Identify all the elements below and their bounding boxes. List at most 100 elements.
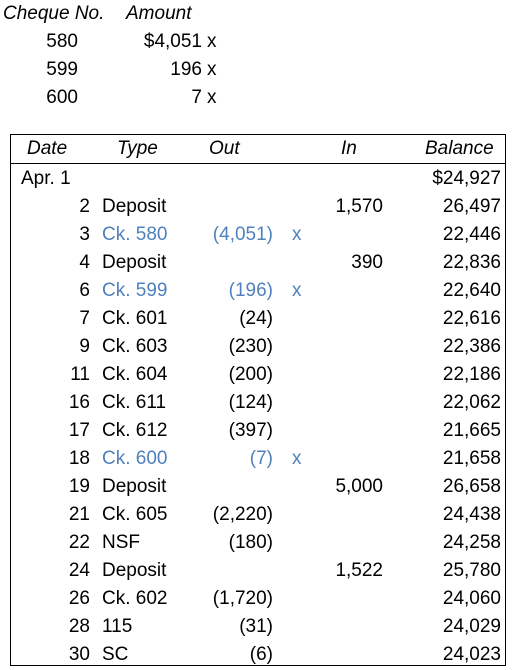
row-balance: 24,438 [442, 504, 501, 525]
row-balance: 22,616 [442, 308, 501, 329]
row-type: Ck. 599 [102, 280, 168, 301]
row-out: (196) [228, 280, 273, 301]
row-balance: 21,658 [442, 448, 501, 469]
row-balance: 25,780 [442, 560, 501, 581]
row-type: Ck. 600 [102, 448, 168, 469]
row-balance: 24,023 [442, 644, 501, 665]
tick-mark: x [207, 59, 217, 80]
table-row: 21 Ck. 605 (2,220) 24,438 [11, 501, 507, 529]
row-in: 1,522 [335, 560, 383, 581]
row-date: 28 [68, 616, 90, 637]
row-date: 17 [68, 420, 90, 441]
table-row: 24 Deposit 1,522 25,780 [11, 557, 507, 585]
table-row: 17 Ck. 612 (397) 21,665 [11, 417, 507, 445]
cheque-list-header: Cheque No. Amount [0, 0, 260, 28]
row-date: 21 [68, 504, 90, 525]
row-balance: 26,497 [442, 196, 501, 217]
row-type: Ck. 601 [102, 308, 168, 329]
cheque-row: 580 $4,051 x [0, 28, 260, 56]
row-date: 3 [79, 224, 90, 245]
row-type: Ck. 604 [102, 364, 168, 385]
row-type: Ck. 612 [102, 420, 168, 441]
row-out: (1,720) [212, 588, 273, 609]
row-date: 24 [68, 560, 90, 581]
row-date: 9 [79, 336, 90, 357]
row-in: 390 [351, 252, 383, 273]
table-row: 11 Ck. 604 (200) 22,186 [11, 361, 507, 389]
cheque-row: 600 7 x [0, 84, 260, 112]
row-date: 30 [68, 644, 90, 665]
table-row: Apr. 1 $24,927 [11, 165, 507, 193]
tick-mark: x [292, 448, 302, 469]
row-date: 22 [68, 532, 90, 553]
row-date: 4 [79, 252, 90, 273]
row-balance: 24,029 [442, 616, 501, 637]
table-row: 22 NSF (180) 24,258 [11, 529, 507, 557]
row-out: (7) [249, 448, 273, 469]
table-row: 7 Ck. 601 (24) 22,616 [11, 305, 507, 333]
row-date: 19 [68, 476, 90, 497]
tick-mark: x [292, 280, 302, 301]
row-out: (6) [249, 644, 273, 665]
cheque-amount: 196 [170, 59, 202, 80]
row-balance: 22,186 [442, 364, 501, 385]
row-balance: 21,665 [442, 420, 501, 441]
cheque-number: 580 [46, 31, 78, 52]
cheque-number: 600 [46, 87, 78, 108]
cheque-number: 599 [46, 59, 78, 80]
balance-column-header: Balance [425, 138, 494, 159]
row-balance: 24,258 [442, 532, 501, 553]
row-balance: 22,386 [442, 336, 501, 357]
table-row: 16 Ck. 611 (124) 22,062 [11, 389, 507, 417]
row-balance: 22,836 [442, 252, 501, 273]
row-date: 18 [68, 448, 90, 469]
header-divider [11, 163, 505, 164]
cheque-no-header: Cheque No. [3, 3, 105, 24]
row-type: Deposit [102, 560, 167, 581]
row-date: 6 [79, 280, 90, 301]
row-out: (2,220) [212, 504, 273, 525]
amount-header: Amount [126, 3, 192, 24]
row-type: Ck. 611 [102, 392, 167, 413]
table-row: 4 Deposit 390 22,836 [11, 249, 507, 277]
row-out: (230) [228, 336, 273, 357]
row-type: Ck. 602 [102, 588, 168, 609]
row-type: Ck. 580 [102, 224, 168, 245]
row-out: (180) [228, 532, 273, 553]
row-out: (200) [228, 364, 273, 385]
bank-statement-table: Date Type Out In Balance Apr. 1 $24,927 2 D… [10, 134, 506, 666]
row-out: (397) [228, 420, 273, 441]
table-row: 6 Ck. 599 (196) x 22,640 [11, 277, 507, 305]
row-date: 2 [79, 196, 90, 217]
row-date: 16 [68, 392, 90, 413]
row-type: Ck. 605 [102, 504, 168, 525]
row-in: 5,000 [335, 476, 383, 497]
row-balance: 22,062 [442, 392, 501, 413]
row-type: Ck. 603 [102, 336, 168, 357]
row-out: (4,051) [212, 224, 273, 245]
row-balance: 26,658 [442, 476, 501, 497]
row-date: Apr. 1 [21, 168, 71, 189]
row-balance: $24,927 [432, 168, 501, 189]
date-column-header: Date [27, 138, 68, 159]
row-out: (124) [228, 392, 273, 413]
table-row: 30 SC (6) 24,023 [11, 641, 507, 669]
cheque-row: 599 196 x [0, 56, 260, 84]
out-column-header: Out [209, 138, 240, 159]
table-header-row: Date Type Out In Balance [11, 135, 507, 163]
table-row: 9 Ck. 603 (230) 22,386 [11, 333, 507, 361]
row-type: SC [102, 644, 129, 665]
row-type: Deposit [102, 252, 167, 273]
row-in: 1,570 [335, 196, 383, 217]
row-type: NSF [102, 532, 140, 553]
row-balance: 22,446 [442, 224, 501, 245]
table-row: 19 Deposit 5,000 26,658 [11, 473, 507, 501]
table-row: 3 Ck. 580 (4,051) x 22,446 [11, 221, 507, 249]
cheque-amount: 7 [191, 87, 202, 108]
tick-mark: x [207, 31, 217, 52]
row-date: 26 [68, 588, 90, 609]
table-row: 26 Ck. 602 (1,720) 24,060 [11, 585, 507, 613]
in-column-header: In [341, 138, 357, 159]
type-column-header: Type [117, 138, 158, 159]
table-row: 18 Ck. 600 (7) x 21,658 [11, 445, 507, 473]
